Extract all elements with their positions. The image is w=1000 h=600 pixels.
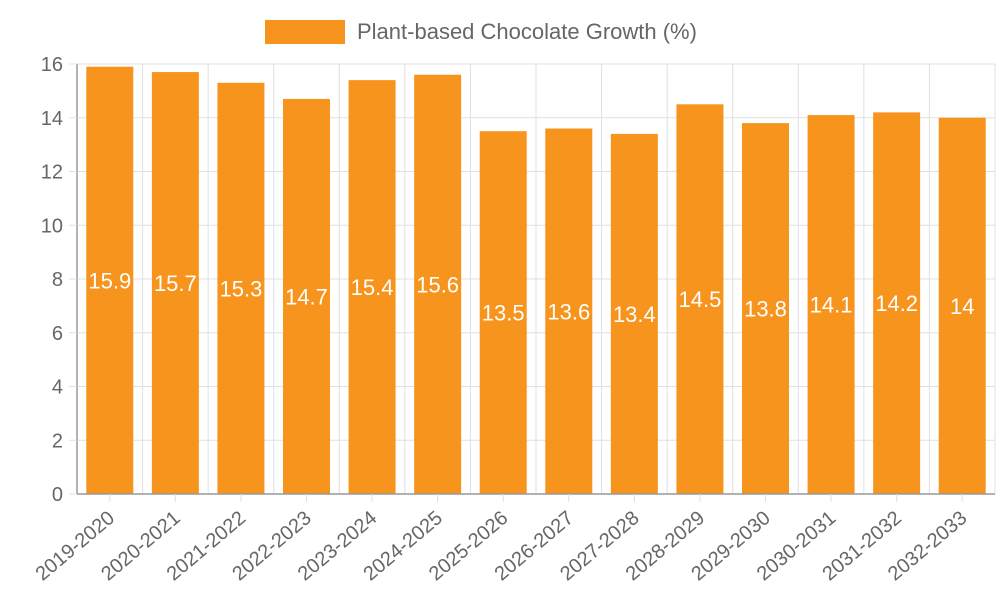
y-tick-label: 16 (41, 54, 63, 76)
data-label: 15.6 (416, 272, 459, 297)
data-label: 13.6 (547, 299, 590, 324)
bar (610, 133, 658, 494)
y-tick-label: 4 (52, 377, 63, 399)
grid (77, 63, 996, 495)
bar (545, 128, 593, 494)
legend-label: Plant-based Chocolate Growth (%) (357, 19, 697, 44)
bar (217, 82, 265, 494)
data-label: 14 (950, 294, 974, 319)
bar (807, 115, 855, 494)
x-axis-ticks: 2019-20202020-20212021-20222022-20232023… (32, 494, 971, 585)
data-label: 13.4 (613, 302, 656, 327)
data-label: 14.1 (810, 293, 853, 318)
y-tick-label: 6 (52, 323, 63, 345)
data-label: 14.5 (679, 287, 722, 312)
bar (414, 74, 462, 494)
y-tick-label: 2 (52, 430, 63, 452)
y-tick-label: 8 (52, 269, 63, 291)
bar (151, 72, 199, 494)
data-label: 15.9 (88, 268, 131, 293)
y-tick-label: 0 (52, 484, 63, 506)
data-label: 14.2 (875, 291, 918, 316)
data-label: 13.5 (482, 301, 525, 326)
data-labels: 15.9 15.7 15.3 14.7 15.4 15.6 13.5 13.6 13.4 14.5… (88, 268, 974, 327)
data-label: 13.8 (744, 297, 787, 322)
y-axis-ticks: 0 2 4 6 8 10 12 14 16 (41, 54, 77, 506)
bar (938, 117, 986, 494)
bar (86, 66, 134, 494)
data-label: 15.7 (154, 271, 197, 296)
legend-swatch (265, 20, 345, 44)
bar (676, 104, 724, 494)
y-tick-label: 12 (41, 162, 63, 184)
bar (283, 98, 330, 494)
data-label: 14.7 (285, 284, 328, 309)
y-tick-label: 10 (41, 215, 63, 237)
bars (86, 66, 986, 494)
data-label: 15.3 (220, 276, 263, 301)
y-tick-label: 14 (41, 108, 63, 130)
data-label: 15.4 (351, 275, 394, 300)
bar (348, 80, 396, 494)
bar (479, 131, 527, 494)
bar (873, 112, 921, 494)
bar (742, 123, 789, 494)
legend: Plant-based Chocolate Growth (%) (265, 19, 697, 44)
